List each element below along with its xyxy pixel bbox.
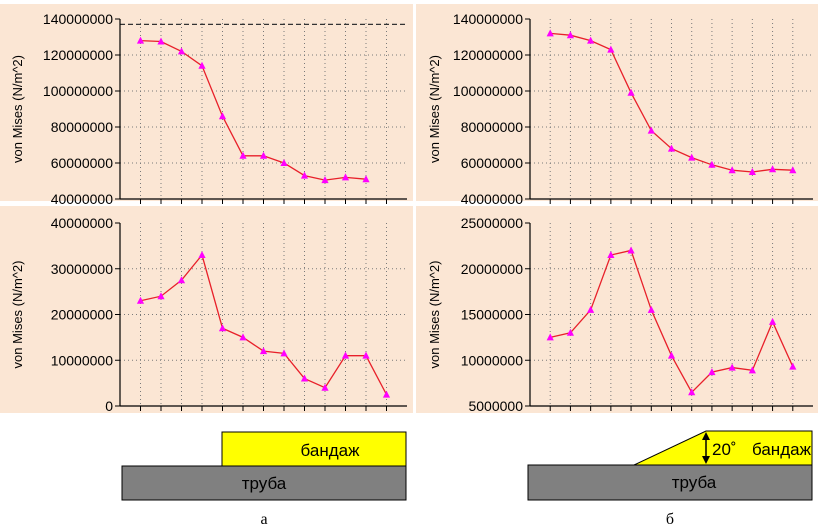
y-tick-label: 80000000 (461, 119, 524, 135)
y-tick-label: 100000000 (453, 83, 523, 99)
data-point (647, 126, 655, 134)
data-point (341, 351, 350, 359)
data-point (667, 144, 676, 152)
pipe-block-a (121, 465, 407, 501)
y-tick-label: 25000000 (461, 215, 524, 231)
data-point (382, 390, 391, 398)
data-point (280, 159, 288, 166)
y-tick-label: 0 (105, 398, 113, 414)
data-point (239, 333, 247, 341)
data-point (198, 251, 206, 259)
data-point (259, 151, 268, 159)
plot-area (120, 223, 407, 406)
plot-area (530, 19, 813, 199)
data-point (300, 171, 309, 179)
data-point (136, 36, 145, 44)
data-point (198, 61, 206, 69)
y-tick-label: 5000000 (468, 398, 523, 414)
data-point (157, 37, 165, 45)
y-tick-label: 15000000 (461, 307, 524, 323)
data-point (218, 112, 227, 120)
y-tick-label: 120000000 (43, 47, 113, 63)
data-point (341, 173, 350, 181)
data-point (728, 166, 736, 174)
data-point (300, 374, 309, 382)
series-line (140, 39, 367, 181)
y-tick-label: 80000000 (51, 119, 114, 135)
y-tick-label: 120000000 (453, 47, 523, 63)
data-point (566, 31, 575, 39)
data-point (362, 175, 370, 183)
y-tick-label: 140000000 (43, 11, 113, 27)
pipe-label-b: труба (672, 473, 717, 492)
data-point (362, 351, 370, 359)
y-axis-label: von Mises (N/m^2) (427, 261, 442, 369)
pipe-block-b (527, 464, 813, 501)
data-point (708, 160, 716, 168)
angle-label-b: 20˚ (712, 440, 737, 459)
data-point (789, 166, 797, 174)
data-point (708, 368, 716, 376)
data-point (688, 153, 696, 161)
data-point (607, 251, 615, 259)
data-point (321, 383, 329, 391)
data-point (177, 276, 186, 284)
y-tick-label: 10000000 (461, 352, 524, 368)
data-point (607, 45, 615, 53)
data-point (627, 88, 635, 96)
data-point (177, 47, 186, 55)
data-point (688, 388, 696, 396)
data-point (136, 296, 145, 304)
y-tick-label: 40000000 (51, 191, 114, 207)
y-axis-label: von Mises (N/m^2) (427, 55, 442, 163)
data-point (587, 305, 595, 313)
y-tick-label: 40000000 (461, 191, 524, 207)
y-tick-label: 20000000 (51, 307, 114, 323)
data-point (748, 168, 756, 175)
data-point (728, 363, 736, 371)
chart-b-top: 40000000 60000000 80000000 100000000 1200000… (416, 4, 818, 207)
y-tick-label: 140000000 (453, 11, 523, 27)
data-point (546, 333, 554, 341)
data-point (748, 366, 756, 374)
caption-a: а (260, 511, 267, 528)
data-point (239, 151, 247, 159)
data-point (789, 362, 797, 370)
data-point (768, 165, 777, 173)
data-point (546, 29, 554, 37)
data-point (157, 292, 165, 300)
data-point (647, 305, 655, 313)
plot-area (120, 19, 407, 199)
chart-a-bottom: 0 10000000 20000000 30000000 40000000 von Mis… (0, 206, 413, 414)
y-axis-label: von Mises (N/m^2) (10, 55, 25, 163)
data-point (566, 328, 575, 336)
data-point (321, 176, 329, 184)
data-point (218, 324, 227, 332)
bandage-label-b: бандаж (752, 440, 812, 459)
y-axis-label: von Mises (N/m^2) (10, 261, 25, 369)
y-tick-label: 20000000 (461, 261, 524, 277)
pipe-label-a: труба (242, 474, 287, 493)
angle-arrow-icon (702, 432, 710, 464)
chart-b-bottom: 5000000 10000000 15000000 20000000 25000000 v… (416, 206, 818, 414)
y-tick-label: 60000000 (51, 155, 114, 171)
caption-b: б (666, 511, 674, 528)
y-tick-label: 40000000 (51, 215, 114, 231)
data-point (667, 351, 676, 359)
bandage-label-a: бандаж (301, 441, 361, 460)
data-point (627, 246, 635, 254)
diagram-a: бандаж труба а (121, 431, 407, 528)
y-tick-label: 60000000 (461, 155, 524, 171)
y-tick-label: 10000000 (51, 352, 114, 368)
chart-a-top: 40000000 60000000 80000000 100000000 1200000… (0, 4, 413, 207)
y-tick-label: 30000000 (51, 261, 114, 277)
data-point (259, 347, 268, 355)
diagram-b: 20˚ бандаж труба б (527, 430, 813, 528)
data-point (768, 317, 777, 325)
data-point (280, 349, 288, 357)
data-point (587, 36, 595, 44)
y-tick-label: 100000000 (43, 83, 113, 99)
